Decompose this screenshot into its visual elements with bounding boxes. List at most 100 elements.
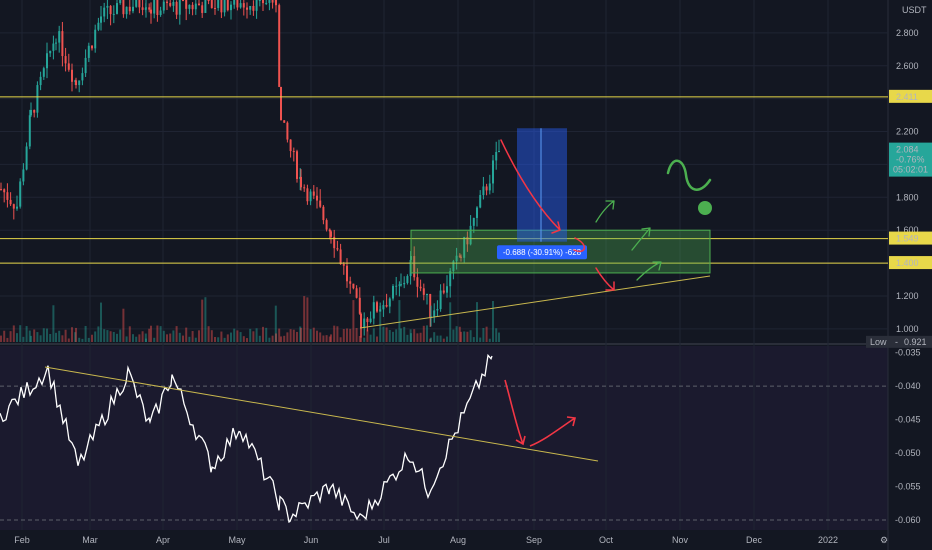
volume-bar xyxy=(39,335,42,342)
candle-body xyxy=(339,249,342,265)
green-dot-marker xyxy=(698,201,712,215)
volume-bar xyxy=(283,335,286,342)
price-scale[interactable]: USDT 1.000 1.200 1.600 1.800 2.200 2.600 2.800 2… xyxy=(866,5,932,348)
volume-bar xyxy=(299,326,302,342)
candle-body xyxy=(145,7,147,9)
candle-body xyxy=(476,207,478,218)
candle-body xyxy=(300,176,302,188)
candle-body xyxy=(472,217,475,226)
volume-bar xyxy=(292,329,295,342)
volume-bar xyxy=(482,327,485,342)
support-trendline[interactable] xyxy=(359,275,711,329)
price-scale-unit: USDT xyxy=(902,5,927,15)
volume-bar xyxy=(306,297,309,342)
price-candles[interactable] xyxy=(0,0,500,338)
candle-body xyxy=(255,0,258,11)
candle-body xyxy=(223,0,226,13)
volume-bar xyxy=(12,325,15,342)
volume-bar xyxy=(239,332,242,342)
volume-bar xyxy=(191,331,194,342)
volume-bar xyxy=(352,300,355,342)
measure-label: -0.688 (-30.91%) -628 xyxy=(497,245,587,260)
oscillator-red-arrow-up[interactable] xyxy=(529,416,576,447)
volume-bar xyxy=(100,302,102,342)
last-price-change: -0.76% xyxy=(896,155,925,165)
candle-body xyxy=(12,204,15,209)
volume-bar xyxy=(0,335,2,342)
volume-bar xyxy=(226,334,229,342)
annotations[interactable] xyxy=(500,139,712,291)
volume-bar xyxy=(156,325,159,342)
oscillator-pane[interactable] xyxy=(0,346,888,530)
candle-body xyxy=(0,189,2,191)
candle-body xyxy=(16,206,18,209)
time-tick-label: Jun xyxy=(304,535,319,545)
candle-body xyxy=(265,2,268,4)
volume-bar xyxy=(178,332,181,342)
volume-bar xyxy=(230,332,232,342)
candle-body xyxy=(30,109,32,116)
volume-bar xyxy=(325,335,328,342)
volume-bar xyxy=(198,330,200,342)
volume-bar xyxy=(479,337,482,342)
volume-bar xyxy=(236,330,239,342)
candle-body xyxy=(252,5,255,11)
candle-body xyxy=(479,195,482,208)
candle-body xyxy=(71,69,73,82)
time-tick-label: Nov xyxy=(672,535,689,545)
volume-bar xyxy=(452,329,455,342)
candle-body xyxy=(33,109,36,113)
level-price-tag-text: 1.549 xyxy=(896,234,919,244)
oscillator-trendline[interactable] xyxy=(44,366,599,462)
volume-bar xyxy=(416,333,419,342)
volume-bar xyxy=(436,335,439,342)
candle-body xyxy=(460,256,462,258)
candle-body xyxy=(22,169,25,182)
candle-body xyxy=(169,3,172,6)
red-arrow-down xyxy=(500,139,561,234)
oscillator-scale[interactable]: -0.035 -0.040 -0.045 -0.050 -0.055 -0.060 xyxy=(895,348,921,525)
volume-bar xyxy=(498,332,500,342)
volume-bar xyxy=(49,333,52,342)
candle-body xyxy=(406,276,409,283)
candle-body xyxy=(275,0,277,6)
volume-bar xyxy=(132,334,134,342)
settings-gear-icon[interactable]: ⚙ xyxy=(880,535,888,545)
oscillator-tick-label: -0.040 xyxy=(895,381,921,391)
volume-bar xyxy=(300,327,302,342)
volume-bar xyxy=(336,326,339,342)
volume-bar xyxy=(406,334,409,342)
candle-body xyxy=(226,0,229,11)
candle-body xyxy=(112,13,115,15)
candle-body xyxy=(84,57,87,74)
volume-bar xyxy=(55,332,57,342)
candle-body xyxy=(372,302,375,319)
time-tick-label: Jul xyxy=(378,535,390,545)
volume-bar xyxy=(392,331,394,342)
candle-body xyxy=(239,3,242,8)
oscillator-series-line[interactable] xyxy=(0,353,493,523)
volume-bar xyxy=(214,336,216,342)
volume-bar xyxy=(333,325,336,342)
oscillator-red-arrow-down[interactable] xyxy=(504,379,526,446)
volume-bar xyxy=(220,331,223,342)
volume-bar xyxy=(426,325,428,342)
candle-body xyxy=(156,0,159,16)
low-price-tag xyxy=(866,335,932,348)
candle-body xyxy=(429,294,432,318)
last-price-tag xyxy=(889,142,932,177)
oscillator-tick-label: -0.055 xyxy=(895,482,921,492)
level-price-tag-text: 1.400 xyxy=(896,258,919,268)
volume-bar xyxy=(30,335,32,342)
level-price-tag xyxy=(889,231,932,245)
volume-bar xyxy=(153,337,156,342)
volume-bar xyxy=(379,305,382,342)
candle-body xyxy=(258,0,261,1)
time-axis[interactable]: Feb Mar Apr May Jun Jul Aug Sep Oct Nov Dec 2022 ⚙ xyxy=(14,535,888,545)
volume-bar xyxy=(330,334,332,342)
candle-body xyxy=(325,220,328,230)
volume-bar xyxy=(369,334,372,342)
volume-bar xyxy=(413,329,416,342)
